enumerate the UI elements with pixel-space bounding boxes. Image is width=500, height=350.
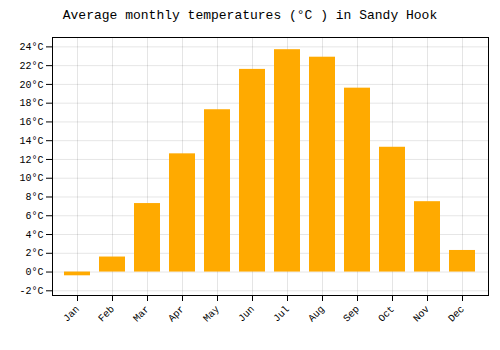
svg-text:Dec: Dec — [446, 304, 467, 325]
svg-text:Aug: Aug — [306, 304, 327, 325]
svg-text:8°C: 8°C — [25, 192, 43, 203]
svg-text:Sep: Sep — [341, 304, 362, 325]
svg-text:0°C: 0°C — [25, 267, 43, 278]
svg-text:22°C: 22°C — [19, 61, 43, 72]
svg-text:12°C: 12°C — [19, 155, 43, 166]
svg-text:Jul: Jul — [271, 304, 292, 325]
svg-text:24°C: 24°C — [19, 42, 43, 53]
svg-text:Mar: Mar — [131, 304, 152, 325]
svg-text:Jun: Jun — [236, 304, 257, 325]
svg-text:10°C: 10°C — [19, 173, 43, 184]
svg-text:2°C: 2°C — [25, 248, 43, 259]
html-text:Average monthly temperatures (: Average monthly temperatures (°C ) in Sa… — [62, 8, 438, 23]
svg-text:Feb: Feb — [96, 304, 117, 325]
svg-text:Apr: Apr — [166, 304, 187, 325]
svg-text:Nov: Nov — [411, 304, 432, 325]
svg-text:16°C: 16°C — [19, 117, 43, 128]
svg-text:4°C: 4°C — [25, 230, 43, 241]
svg-text:14°C: 14°C — [19, 136, 43, 147]
svg-text:6°C: 6°C — [25, 211, 43, 222]
svg-text:Oct: Oct — [376, 304, 397, 325]
svg-text:-2°C: -2°C — [19, 286, 43, 297]
svg-text:May: May — [201, 304, 222, 325]
svg-text:20°C: 20°C — [19, 80, 43, 91]
svg-text:Jan: Jan — [61, 304, 82, 325]
svg-text:18°C: 18°C — [19, 98, 43, 109]
